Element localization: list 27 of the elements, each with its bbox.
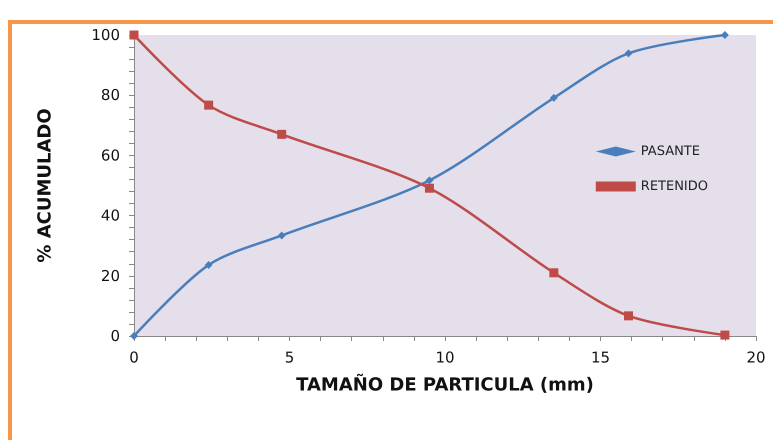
point — [720, 31, 729, 39]
y-tick-label: 60 — [100, 146, 120, 164]
point — [550, 94, 558, 102]
point — [624, 311, 633, 320]
y-tick-label: 20 — [100, 266, 120, 285]
y-tick-label: 100 — [91, 26, 120, 44]
x-tick-label: 5 — [284, 348, 294, 366]
x-tick-label: 15 — [590, 348, 610, 366]
point — [425, 176, 434, 184]
point — [720, 330, 730, 340]
point — [204, 260, 213, 269]
point — [424, 184, 434, 193]
point — [549, 268, 558, 278]
x-axis-title: TAMAÑO DE PARTICULA (mm) — [296, 374, 594, 396]
y-tick-label: 0 — [110, 327, 120, 345]
point — [204, 100, 214, 110]
y-tick-label: 80 — [100, 86, 120, 104]
y-tick-label: 40 — [100, 206, 120, 225]
legend-label: RETENIDO — [640, 179, 708, 194]
point — [277, 130, 286, 139]
point — [278, 231, 286, 240]
y-axis-title: % ACUMULADO — [34, 108, 56, 263]
legend-label: PASANTE — [640, 144, 700, 159]
x-tick-label: 10 — [435, 348, 455, 366]
x-tick-label: 0 — [129, 348, 139, 366]
point — [624, 49, 632, 58]
x-tick-label: 20 — [746, 348, 766, 366]
